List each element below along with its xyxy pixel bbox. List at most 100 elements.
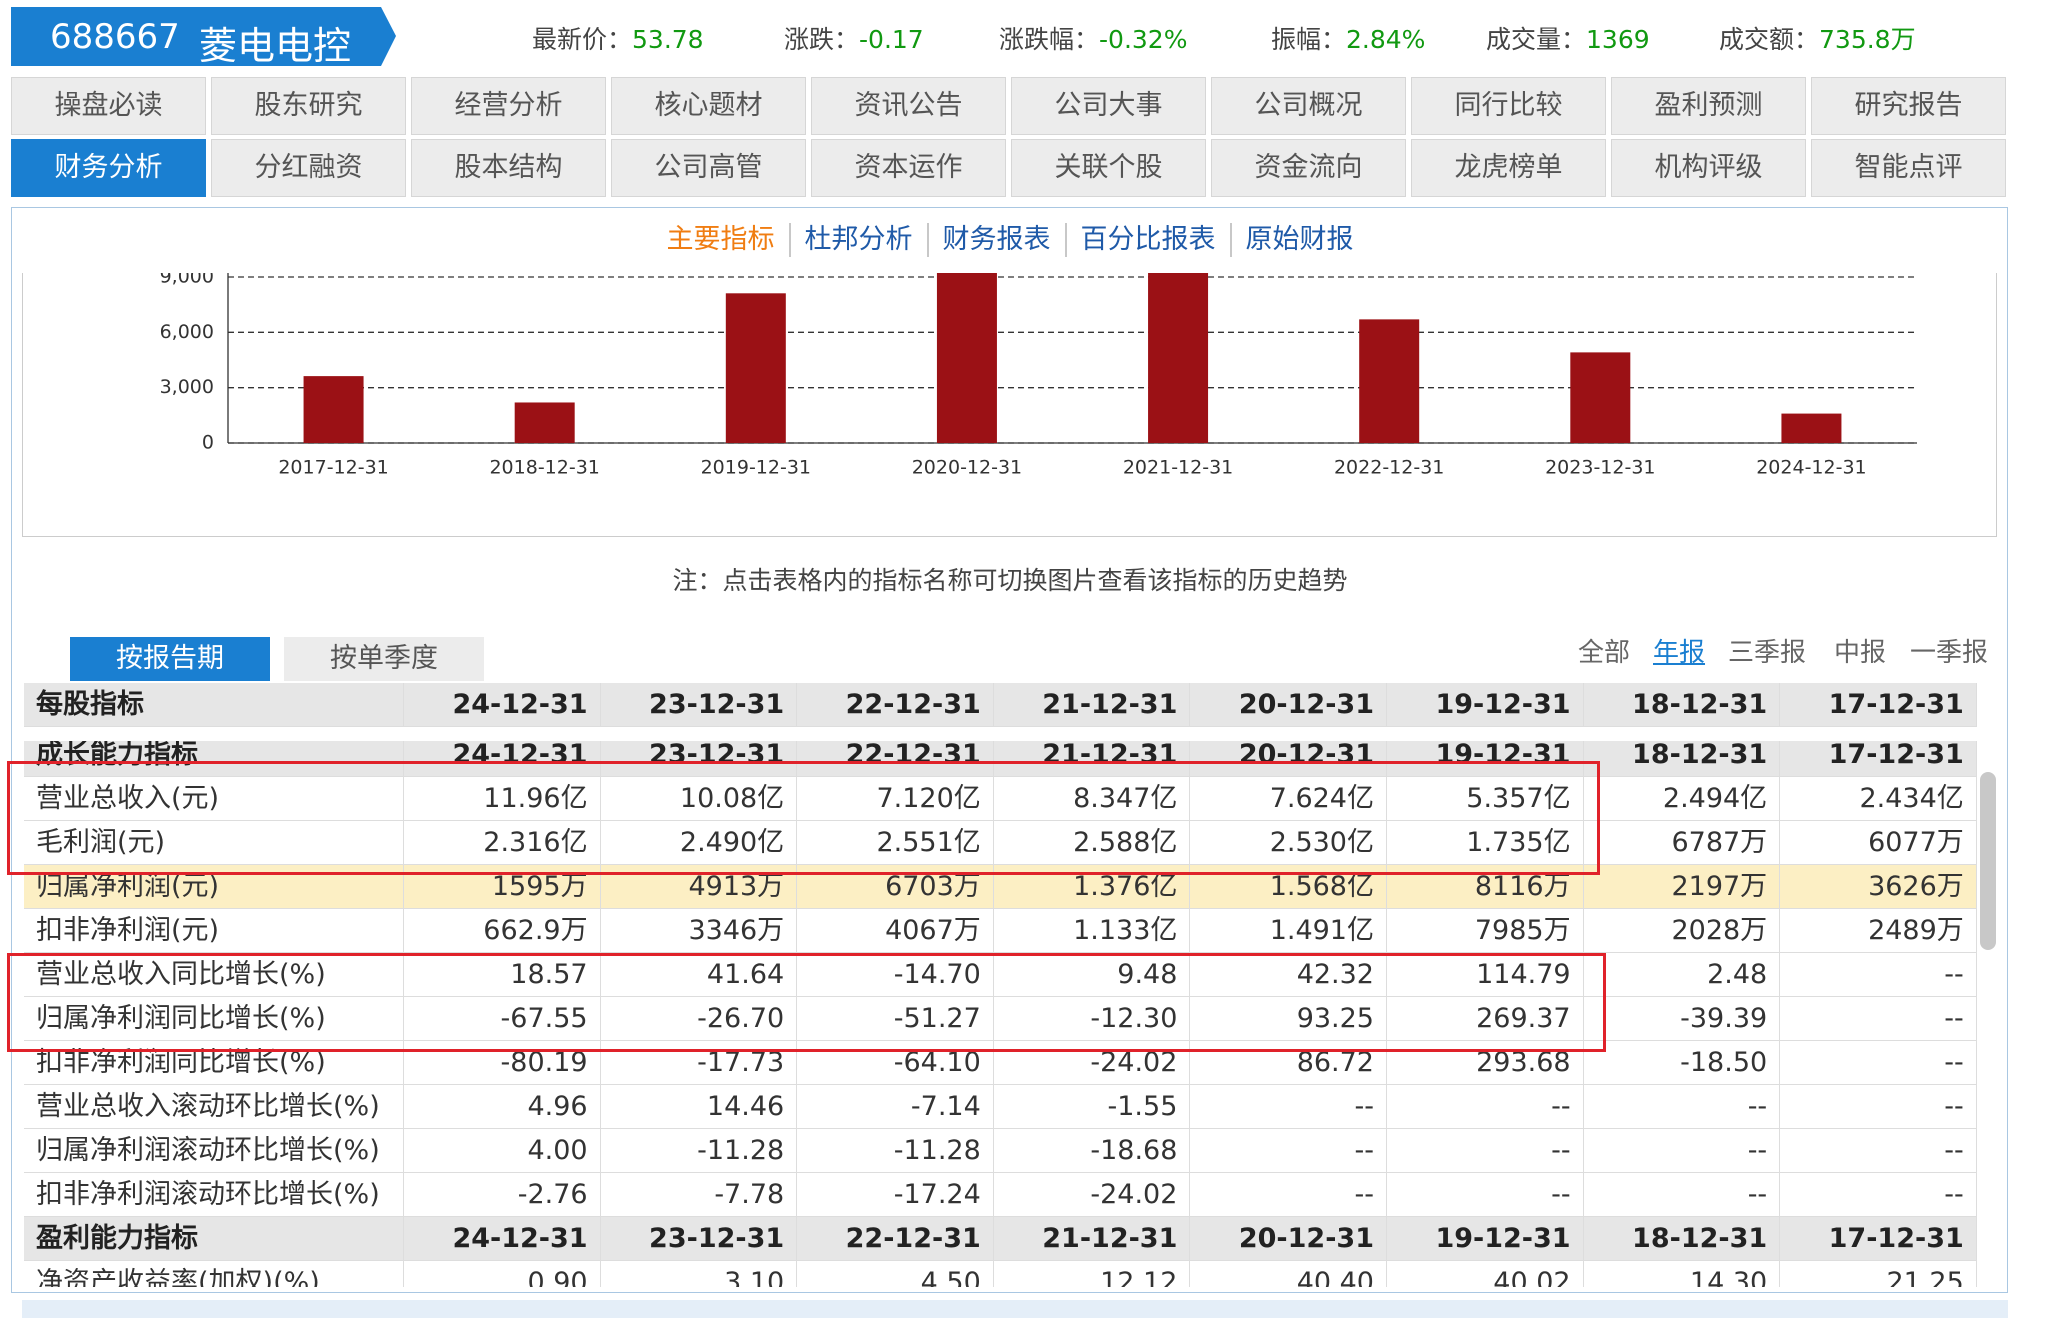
table-cell: -- [1387,1129,1584,1173]
nav-tab[interactable]: 公司高管 [611,139,806,197]
table-cell: -- [1780,997,1977,1041]
table-cell: 22-12-31 [797,1217,994,1261]
bar [1359,319,1420,443]
nav-tab[interactable]: 机构评级 [1611,139,1806,197]
nav-tab[interactable]: 资金流向 [1211,139,1406,197]
table-cell: -- [1780,1129,1977,1173]
subtab-bar: 主要指标 杜邦分析 财务报表 百分比报表 原始财报 [0,223,2020,257]
table-cell: 1.491亿 [1190,909,1387,953]
nav-tab[interactable]: 龙虎榜单 [1411,139,1606,197]
stock-code: 688667 [50,17,180,57]
table-cell: 4067万 [797,909,994,953]
table-cell: 2489万 [1780,909,1977,953]
row-label[interactable]: 净资产收益率(加权)(%) [24,1261,404,1287]
table-cell: -24.02 [993,1173,1191,1217]
quote-label: 涨跌幅： [999,25,1100,54]
nav-tab[interactable]: 资本运作 [811,139,1006,197]
table-cell: 7.624亿 [1190,777,1387,821]
table-cell: -39.39 [1583,997,1781,1041]
nav-tab[interactable]: 财务分析 [11,139,206,197]
table-cell: 3.10 [601,1261,798,1287]
row-label[interactable]: 毛利润(元) [24,821,404,865]
stock-header: 688667 菱电电控 [11,7,396,68]
quote-label: 振幅： [1271,25,1347,54]
period-tab[interactable]: 按单季度 [284,637,484,681]
filter-link[interactable]: 中报 [1834,638,1887,668]
table-cell: -2.76 [404,1173,601,1217]
table-cell: 3626万 [1780,865,1977,909]
table-cell: -26.70 [600,997,798,1041]
content-panel [11,207,2008,1293]
row-label[interactable]: 成长能力指标 [24,741,404,777]
quote-value: 735.8万 [1819,25,1916,54]
nav-tab[interactable]: 智能点评 [1811,139,2006,197]
x-tick-label: 2020-12-31 [912,457,1022,479]
table-cell: 0.90 [404,1261,601,1287]
table-cell: 2.48 [1583,953,1781,997]
quote-item: 涨跌幅：-0.32% [999,20,1187,56]
row-label[interactable]: 营业总收入同比增长(%) [24,953,404,997]
quote-item: 振幅：2.84% [1271,20,1425,56]
column-header: 18-12-31 [1583,683,1781,727]
nav-tab[interactable]: 股本结构 [411,139,606,197]
table-cell: 24-12-31 [404,1217,601,1261]
filter-link[interactable]: 年报 [1653,638,1706,668]
period-tab[interactable]: 按报告期 [70,637,270,681]
table-cell: 114.79 [1387,953,1584,997]
nav-tab[interactable]: 公司概况 [1211,77,1406,135]
x-tick-label: 2021-12-31 [1123,457,1233,479]
column-header: 17-12-31 [1780,683,1977,727]
row-label[interactable]: 盈利能力指标 [24,1217,404,1261]
table-cell: 22-12-31 [797,741,994,777]
nav-tab[interactable]: 股东研究 [211,77,406,135]
row-label[interactable]: 营业总收入滚动环比增长(%) [24,1085,404,1129]
filter-link[interactable]: 三季报 [1728,638,1807,668]
table-cell: 2.551亿 [797,821,994,865]
x-tick-label: 2024-12-31 [1756,457,1866,479]
subtab[interactable]: 百分比报表 [1064,223,1230,257]
x-tick-label: 2017-12-31 [278,457,388,479]
row-label[interactable]: 归属净利润同比增长(%) [24,997,404,1041]
filter-link[interactable]: 一季报 [1910,638,1989,668]
nav-tab[interactable]: 操盘必读 [11,77,206,135]
row-label[interactable]: 归属净利润滚动环比增长(%) [24,1129,404,1173]
table-cell: 5.357亿 [1387,777,1584,821]
table-cell: -67.55 [404,997,601,1041]
nav-tab[interactable]: 公司大事 [1011,77,1206,135]
quote-item: 涨跌：-0.17 [784,20,924,56]
quote-item: 成交额：735.8万 [1719,20,1916,56]
quote-value: 53.78 [632,25,704,54]
scrollbar[interactable] [1980,772,1996,950]
table-cell: 4.50 [797,1261,994,1287]
nav-tab[interactable]: 经营分析 [411,77,606,135]
quote-label: 成交量： [1486,25,1587,54]
filter-link[interactable]: 全部 [1578,638,1631,668]
row-label[interactable]: 营业总收入(元) [24,777,404,821]
subtab[interactable]: 原始财报 [1229,223,1368,257]
nav-tab[interactable]: 研究报告 [1811,77,2006,135]
table-cell: 4.96 [404,1085,601,1129]
subtab[interactable]: 财务报表 [926,223,1065,257]
x-tick-label: 2022-12-31 [1334,457,1444,479]
x-tick-label: 2018-12-31 [489,457,599,479]
nav-tab[interactable]: 盈利预测 [1611,77,1806,135]
row-label[interactable]: 扣非净利润滚动环比增长(%) [24,1173,404,1217]
table-cell: -7.78 [600,1173,798,1217]
table-cell: -14.70 [797,953,994,997]
quote-label: 成交额： [1719,25,1820,54]
nav-tab[interactable]: 同行比较 [1411,77,1606,135]
row-label[interactable]: 扣非净利润同比增长(%) [24,1041,404,1085]
table-cell: -17.24 [797,1173,994,1217]
table-cell: 40.40 [1190,1261,1387,1287]
subtab[interactable]: 主要指标 [666,224,775,255]
subtab[interactable]: 杜邦分析 [788,223,927,257]
nav-tab[interactable]: 分红融资 [211,139,406,197]
nav-tab[interactable]: 关联个股 [1011,139,1206,197]
nav-tab[interactable]: 资讯公告 [811,77,1006,135]
table-cell: -- [1780,1085,1977,1129]
table-cell: 11.96亿 [404,777,601,821]
nav-tab[interactable]: 核心题材 [611,77,806,135]
table-cell: 3346万 [600,909,798,953]
x-tick-label: 2019-12-31 [701,457,811,479]
row-label[interactable]: 扣非净利润(元) [24,909,404,953]
